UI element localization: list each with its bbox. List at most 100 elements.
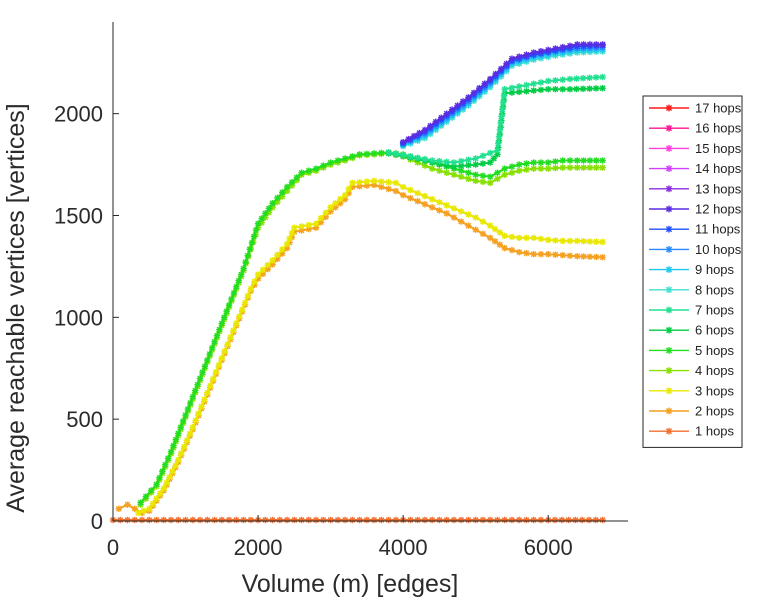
data-point (508, 246, 516, 254)
data-point (574, 237, 581, 245)
data-point (566, 75, 574, 83)
data-point (501, 516, 508, 524)
data-point (515, 83, 523, 90)
series-2-hops (115, 181, 606, 517)
data-point (167, 516, 175, 524)
data-point (421, 192, 429, 200)
data-point (223, 308, 230, 315)
data-point (322, 209, 329, 216)
data-point (244, 252, 251, 259)
data-point (479, 172, 487, 179)
data-point (472, 226, 479, 233)
data-point (160, 485, 167, 492)
data-point (283, 240, 291, 248)
data-point (566, 42, 574, 49)
legend-item: 10 hops (649, 242, 742, 257)
data-point (486, 222, 494, 229)
data-point (537, 159, 545, 166)
data-point (305, 221, 313, 229)
data-point (428, 157, 436, 164)
legend-marker (665, 225, 673, 233)
data-point (574, 41, 581, 48)
data-point (159, 468, 166, 475)
data-point (175, 456, 182, 464)
data-point (559, 76, 566, 83)
data-point (236, 313, 243, 320)
data-point (537, 250, 545, 258)
legend-label: 9 hops (695, 262, 735, 277)
legend-label: 15 hops (695, 141, 742, 156)
data-point (341, 155, 349, 162)
data-point (450, 171, 458, 178)
data-point (486, 159, 494, 166)
data-point (580, 41, 587, 48)
data-point (566, 157, 574, 164)
data-point (227, 334, 234, 341)
data-point (572, 516, 579, 524)
legend-item: 5 hops (649, 343, 735, 358)
data-point (242, 258, 249, 266)
data-point (259, 266, 267, 274)
data-point (149, 500, 157, 507)
data-point (241, 299, 249, 306)
data-point (552, 237, 559, 244)
data-point (221, 314, 228, 321)
data-point (465, 169, 472, 176)
legend-label: 12 hops (695, 202, 742, 217)
data-point (450, 159, 458, 166)
data-point (436, 516, 443, 524)
data-point (530, 250, 537, 258)
x-tick-label: 6000 (524, 535, 573, 560)
legend-marker (665, 347, 673, 354)
data-point (247, 516, 255, 524)
data-point (593, 164, 600, 171)
data-point (414, 154, 421, 161)
data-point (213, 332, 221, 339)
data-point (189, 424, 196, 431)
data-point (599, 164, 606, 171)
legend-marker (665, 165, 673, 172)
data-point (288, 229, 296, 237)
data-point (337, 195, 344, 203)
data-point (436, 199, 443, 206)
data-point (496, 241, 504, 248)
data-point (167, 448, 175, 455)
data-point (486, 75, 494, 83)
data-point (495, 133, 503, 140)
data-point (552, 86, 559, 93)
data-point (250, 233, 258, 240)
data-point (523, 160, 530, 167)
data-point (182, 516, 189, 524)
data-point (177, 424, 184, 431)
legend-marker (665, 124, 673, 132)
data-point (428, 204, 436, 211)
data-point (392, 150, 400, 157)
data-point (559, 237, 566, 245)
data-point (349, 153, 356, 160)
legend-marker (665, 104, 673, 112)
data-point (298, 223, 305, 230)
y-tick-label: 0 (91, 509, 103, 534)
data-point (599, 516, 606, 524)
data-point (436, 157, 443, 165)
data-point (198, 403, 205, 410)
legend-marker (665, 185, 673, 193)
data-point (443, 110, 450, 117)
data-point (194, 381, 201, 388)
data-point (494, 516, 501, 524)
data-point (189, 516, 196, 524)
data-point (201, 363, 209, 370)
data-point (305, 167, 313, 174)
legend-item: 11 hops (649, 222, 741, 237)
data-point (291, 224, 298, 231)
data-point (438, 114, 445, 121)
data-point (298, 516, 305, 524)
legend-item: 9 hops (649, 262, 735, 277)
data-point (592, 85, 600, 92)
data-point (238, 306, 246, 313)
series-5-hops (137, 149, 606, 506)
legend-item: 14 hops (649, 161, 742, 176)
data-point (428, 195, 436, 203)
data-point (494, 175, 501, 183)
